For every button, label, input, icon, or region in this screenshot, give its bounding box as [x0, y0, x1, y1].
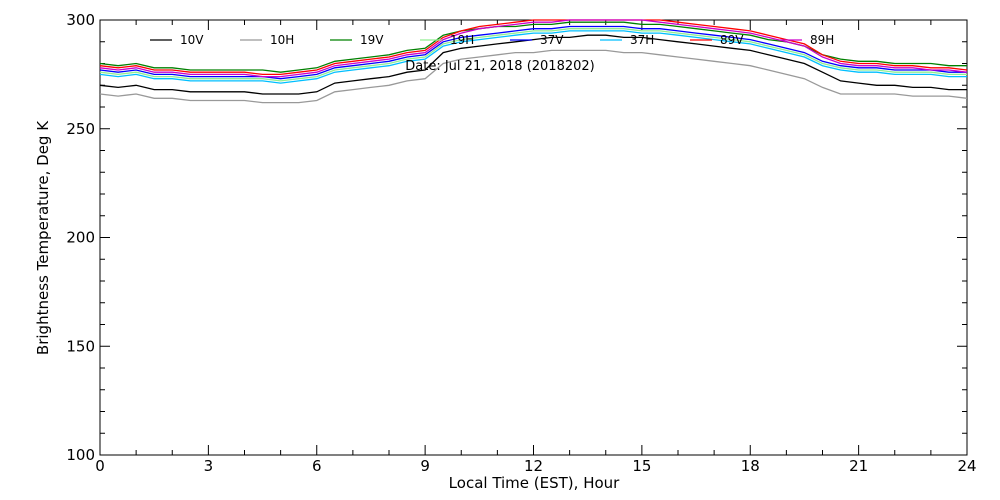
x-tick-label: 18	[741, 457, 760, 475]
series-lines	[99, 19, 968, 104]
y-tick-label: 300	[66, 11, 95, 29]
y-tick-label: 100	[66, 446, 95, 464]
y-tick-label: 250	[66, 120, 95, 138]
series-line-89v	[99, 19, 968, 76]
x-axis-title: Local Time (EST), Hour	[449, 474, 620, 492]
series-line-10h	[99, 49, 968, 104]
x-tick-label: 24	[957, 457, 976, 475]
legend-label-89v: 89V	[720, 33, 744, 47]
series-line-19h	[99, 28, 967, 82]
legend-label-37v: 37V	[540, 33, 564, 47]
legend-label-89h: 89H	[810, 33, 834, 47]
legend: 10V 10H 19V 19H 37V 37H 89V 89H	[150, 33, 834, 47]
y-axis-title: Brightness Temperature, Deg K	[34, 120, 52, 355]
legend-label-19v: 19V	[360, 33, 384, 47]
x-tick-label: 12	[524, 457, 543, 475]
series-line-89h	[99, 19, 968, 78]
legend-label-10v: 10V	[180, 33, 204, 47]
x-tick-label: 0	[95, 457, 105, 475]
series-line-37h	[99, 30, 967, 84]
series-line-10v	[99, 34, 967, 95]
x-tick-label: 21	[849, 457, 868, 475]
date-annotation: Date: Jul 21, 2018 (2018202)	[405, 59, 594, 74]
x-tick-label: 6	[312, 457, 322, 475]
x-tick-label: 9	[420, 457, 430, 475]
legend-label-37h: 37H	[630, 33, 654, 47]
y-tick-label: 200	[66, 229, 95, 247]
plot-frame	[99, 19, 968, 456]
x-tick-label: 15	[632, 457, 651, 475]
y-tick-label: 150	[66, 337, 95, 355]
x-tick-label: 3	[204, 457, 214, 475]
series-line-37v	[99, 25, 967, 80]
legend-label-10h: 10H	[270, 33, 294, 47]
axis-ticks: 0 3 6 9 12 15 18 21 24 100 150 200 250 300	[66, 11, 976, 475]
legend-label-19h: 19H	[450, 33, 474, 47]
